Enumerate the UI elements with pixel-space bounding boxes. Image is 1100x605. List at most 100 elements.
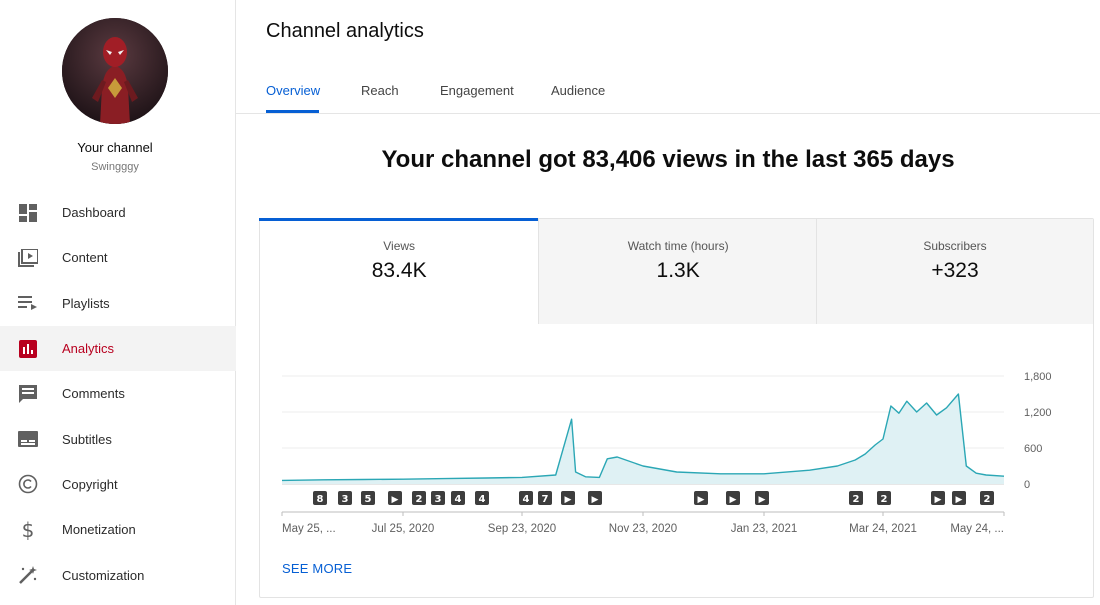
video-marker[interactable] xyxy=(849,491,863,505)
y-tick-label: 0 xyxy=(1024,479,1030,491)
playlists-icon xyxy=(18,293,38,313)
active-tab-indicator xyxy=(266,110,319,113)
video-marker-label: 2 xyxy=(416,494,423,505)
video-marker[interactable] xyxy=(388,491,402,505)
page-title: Channel analytics xyxy=(266,20,424,42)
video-marker[interactable] xyxy=(475,491,489,505)
video-marker-label: 4 xyxy=(455,494,462,505)
video-marker[interactable] xyxy=(338,491,352,505)
video-marker-label: 8 xyxy=(317,494,324,505)
x-tick-label: Jul 25, 2020 xyxy=(372,523,435,535)
video-marker[interactable] xyxy=(431,491,445,505)
video-marker-label: ▶ xyxy=(759,495,766,505)
video-marker[interactable] xyxy=(519,491,533,505)
x-tick-label: Jan 23, 2021 xyxy=(731,523,798,535)
magic-wand-icon xyxy=(18,565,38,585)
sidebar-item-label: Playlists xyxy=(62,295,110,311)
metric-subscribers[interactable]: Subscribers +323 xyxy=(817,219,1093,324)
video-marker-label: 2 xyxy=(881,494,888,505)
avatar-image xyxy=(62,18,168,124)
y-tick-label: 600 xyxy=(1024,443,1042,455)
video-marker[interactable] xyxy=(451,491,465,505)
tab-audience[interactable]: Audience xyxy=(551,83,606,98)
video-marker[interactable] xyxy=(588,491,602,505)
see-more-link[interactable]: SEE MORE xyxy=(282,561,353,576)
sidebar-nav: Dashboard Content Playlists Analytics xyxy=(0,190,236,598)
video-marker-label: 2 xyxy=(984,494,991,505)
metric-divider xyxy=(816,219,817,324)
metric-value: 83.4K xyxy=(371,259,427,282)
video-marker-label: 3 xyxy=(342,494,349,505)
analytics-card: Views 83.4K Watch time (hours) 1.3K Subs… xyxy=(259,218,1094,598)
metric-views[interactable]: Views 83.4K xyxy=(259,218,538,324)
headline: Your channel got 83,406 views in the las… xyxy=(381,146,955,173)
video-marker-label: 2 xyxy=(853,494,860,505)
video-marker[interactable] xyxy=(726,491,740,505)
sidebar-item-content[interactable]: Content xyxy=(0,235,236,280)
sidebar-item-subtitles[interactable]: Subtitles xyxy=(0,416,236,461)
sidebar-item-label: Dashboard xyxy=(62,205,126,221)
sidebar-item-playlists[interactable]: Playlists xyxy=(0,281,236,326)
metric-label: Views xyxy=(383,239,416,253)
video-marker[interactable] xyxy=(361,491,375,505)
video-marker-label: 5 xyxy=(365,494,372,505)
video-marker-label: ▶ xyxy=(592,495,599,505)
sidebar-item-customization[interactable]: Customization xyxy=(0,552,236,597)
video-marker-label: 4 xyxy=(523,494,530,505)
video-marker[interactable] xyxy=(980,491,994,505)
video-marker[interactable] xyxy=(952,491,966,505)
channel-handle: Swingggy xyxy=(91,161,139,173)
tab-overview[interactable]: Overview xyxy=(266,83,321,98)
tab-bar xyxy=(236,70,1100,114)
subtitles-icon xyxy=(18,429,38,449)
channel-avatar[interactable] xyxy=(62,18,168,124)
sidebar-item-copyright[interactable]: Copyright xyxy=(0,462,236,507)
analytics-icon xyxy=(18,339,38,359)
x-tick-label: Sep 23, 2020 xyxy=(488,523,556,535)
x-tick-label: Mar 24, 2021 xyxy=(849,523,917,535)
sidebar-item-label: Content xyxy=(62,250,108,266)
video-marker[interactable] xyxy=(755,491,769,505)
x-tick-label: Nov 23, 2020 xyxy=(609,523,677,535)
metric-value: +323 xyxy=(931,259,979,282)
copyright-icon xyxy=(18,474,38,494)
sidebar-item-label: Monetization xyxy=(62,522,136,538)
video-marker-label: ▶ xyxy=(565,495,572,505)
x-tick-label: May 25, ... xyxy=(282,523,336,535)
sidebar-item-label: Comments xyxy=(62,386,125,402)
series-line xyxy=(281,393,1005,482)
video-marker-label: ▶ xyxy=(730,495,737,505)
sidebar-item-analytics[interactable]: Analytics xyxy=(0,325,236,372)
sidebar-item-monetization[interactable]: $ Monetization xyxy=(0,507,236,552)
dollar-icon: $ xyxy=(21,517,35,542)
sidebar-item-label: Copyright xyxy=(62,476,118,492)
video-marker[interactable] xyxy=(694,491,708,505)
video-marker[interactable] xyxy=(313,491,327,505)
tab-reach[interactable]: Reach xyxy=(361,83,399,98)
dashboard-icon xyxy=(18,203,38,223)
comments-icon xyxy=(18,384,38,404)
video-marker[interactable] xyxy=(561,491,575,505)
metric-watch-time[interactable]: Watch time (hours) 1.3K xyxy=(539,219,818,324)
video-marker-label: 7 xyxy=(542,494,549,505)
sidebar-item-comments[interactable]: Comments xyxy=(0,371,236,416)
x-tick-label: May 24, ... xyxy=(950,523,1004,535)
video-marker-label: ▶ xyxy=(698,495,705,505)
active-metric-indicator xyxy=(259,218,538,221)
y-tick-label: 1,200 xyxy=(1024,407,1052,419)
sidebar-item-label: Customization xyxy=(62,567,145,583)
sidebar-item-label: Analytics xyxy=(62,341,115,357)
metric-label: Watch time (hours) xyxy=(627,239,729,253)
metric-divider xyxy=(538,219,539,324)
video-marker[interactable] xyxy=(412,491,426,505)
video-marker-label: ▶ xyxy=(935,495,942,505)
video-marker[interactable] xyxy=(538,491,552,505)
video-marker-label: 3 xyxy=(435,494,442,505)
sidebar-item-label: Subtitles xyxy=(62,431,112,447)
sidebar-item-dashboard[interactable]: Dashboard xyxy=(0,190,236,235)
video-marker[interactable] xyxy=(877,491,891,505)
tab-engagement[interactable]: Engagement xyxy=(440,83,514,98)
video-marker[interactable] xyxy=(931,491,945,505)
